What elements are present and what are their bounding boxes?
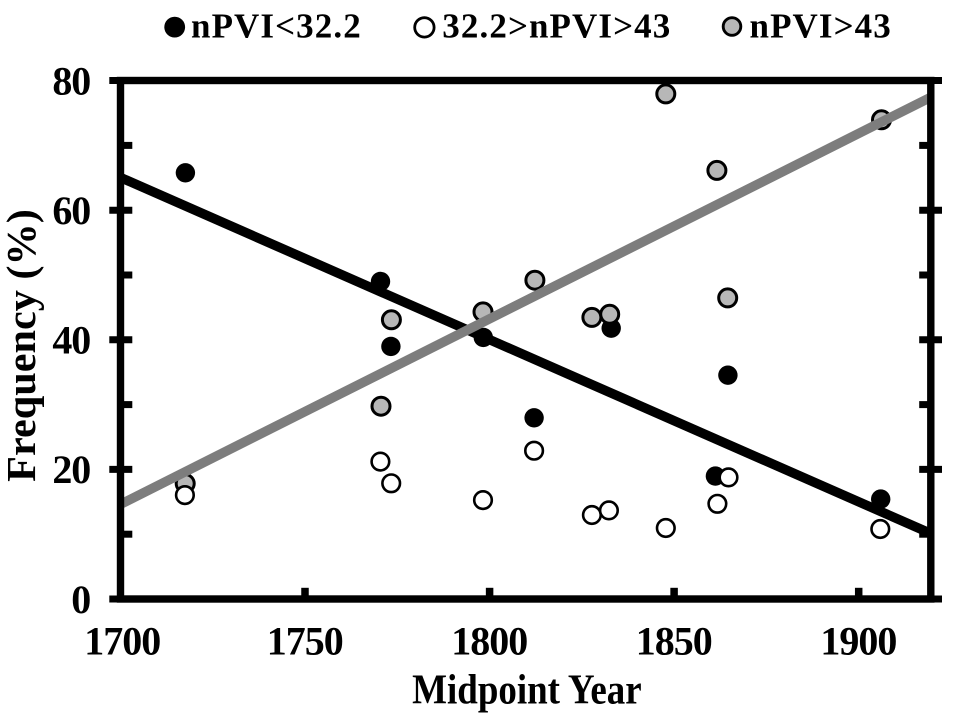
svg-text:40: 40 <box>52 318 90 363</box>
svg-text:80: 80 <box>52 58 90 103</box>
svg-text:60: 60 <box>52 188 90 233</box>
svg-text:1900: 1900 <box>820 619 896 664</box>
svg-text:1850: 1850 <box>636 619 712 664</box>
svg-text:0: 0 <box>71 577 90 622</box>
svg-text:20: 20 <box>52 447 90 492</box>
svg-text:1700: 1700 <box>84 619 160 664</box>
svg-text:Frequency (%): Frequency (%) <box>0 209 45 482</box>
svg-text:nPVI>43: nPVI>43 <box>750 7 892 46</box>
svg-text:1800: 1800 <box>451 619 527 664</box>
svg-text:Midpoint Year: Midpoint Year <box>412 666 642 713</box>
svg-text:32.2>nPVI>43: 32.2>nPVI>43 <box>442 7 671 46</box>
svg-text:1750: 1750 <box>267 619 343 664</box>
svg-text:nPVI<32.2: nPVI<32.2 <box>191 7 362 46</box>
